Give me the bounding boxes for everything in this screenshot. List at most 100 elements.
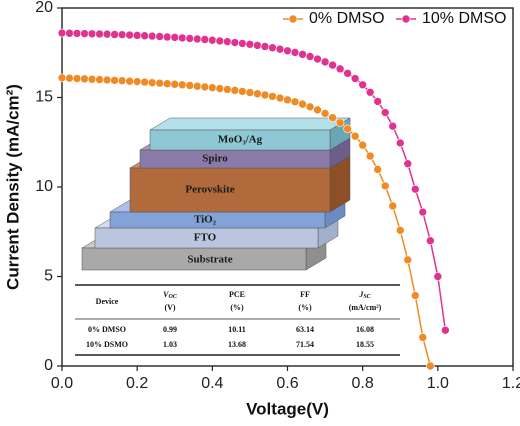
data-point [343,69,352,78]
plot-frame [61,7,514,367]
data-point [65,73,74,83]
data-point [200,82,210,92]
data-point [373,97,383,106]
layer-label: TiO₂ [194,214,217,226]
legend-label: 0% DMSO [309,10,385,27]
data-point [388,121,398,131]
data-point [268,43,277,53]
data-point [110,76,119,85]
data-point [125,76,134,86]
data-point [162,79,172,89]
x-tick-label: 1.0 [427,375,449,392]
data-point [283,95,292,105]
data-point [80,74,89,84]
data-point [208,35,217,45]
data-point [283,46,292,56]
data-point [80,29,89,38]
table-cell: 1.03 [163,340,177,349]
data-point [193,81,202,91]
y-tick-label: 0 [44,357,53,374]
header-name: J [358,290,364,299]
data-point [87,74,97,84]
data-point [208,83,217,92]
table-cell: 10% DSMO [86,340,128,349]
data-point [253,41,262,50]
table-header: FF [300,290,310,299]
data-point [95,29,104,39]
data-point [433,272,443,281]
y-tick-label: 5 [44,268,53,285]
table-rules [75,284,400,356]
data-point [155,78,165,88]
data-point [426,236,435,245]
data-point [245,40,255,49]
data-point [335,118,345,128]
data-point [215,84,225,93]
table-header-unit: (%) [298,303,312,312]
table-cell: 0.99 [163,325,177,334]
data-point [313,105,322,115]
data-point [117,30,127,39]
layer-label: Spiro [202,153,228,165]
data-point [358,140,367,150]
data-point [395,226,405,235]
data-point [57,73,67,83]
data-point [140,31,149,41]
data-point [200,35,210,44]
header-subscript: SC [363,294,371,300]
y-tick-label: 20 [35,0,53,16]
layer-label: MoO₃/Ag [218,134,263,146]
header-subscript: OC [169,294,178,300]
layer-label: Perovskite [185,184,234,196]
device-stack [81,117,351,271]
data-point [350,74,360,83]
data-point [110,30,119,39]
data-point [193,34,202,44]
data-point [358,80,367,90]
legend-marker [401,14,411,24]
data-point [177,80,187,90]
table-header: JSC [358,290,371,301]
data-point [275,44,285,54]
data-point [335,64,345,74]
table-header-unit: (V) [164,303,175,312]
x-tick-label: 1.2 [502,375,520,392]
data-point [403,159,413,169]
x-tick-label: 0.6 [276,375,298,392]
data-point [320,57,330,67]
data-point [418,333,428,342]
data-point [57,28,67,38]
data-point [125,30,134,40]
data-point [328,113,337,123]
table-header: PCE [229,290,245,299]
data-point [215,36,225,46]
table-cell: 10.11 [228,325,246,334]
data-point [320,109,330,118]
data-point [328,60,337,70]
x-tick-label: 0.0 [51,375,73,392]
data-point [72,29,82,38]
x-tick-label: 0.4 [201,375,223,392]
data-point [395,138,405,148]
table-cell: 13.68 [228,340,246,349]
data-point [177,33,187,43]
data-point [147,31,157,41]
header-name: PCE [229,290,245,299]
data-point [426,361,435,371]
header-name: V [163,290,169,299]
data-point [65,28,74,38]
table-cell: 16.08 [356,325,374,334]
data-point [102,75,112,85]
data-point [410,291,420,300]
x-tick-label: 0.2 [126,375,148,392]
data-point [132,31,142,40]
x-tick-label: 0.8 [352,375,374,392]
legend-marker [288,14,298,24]
data-point [170,33,180,42]
data-point [230,38,240,47]
data-point [223,37,232,46]
y-tick-label: 15 [35,89,53,106]
table-cell: 18.55 [356,340,374,349]
table-header-unit: (mA/cm²) [349,303,382,312]
